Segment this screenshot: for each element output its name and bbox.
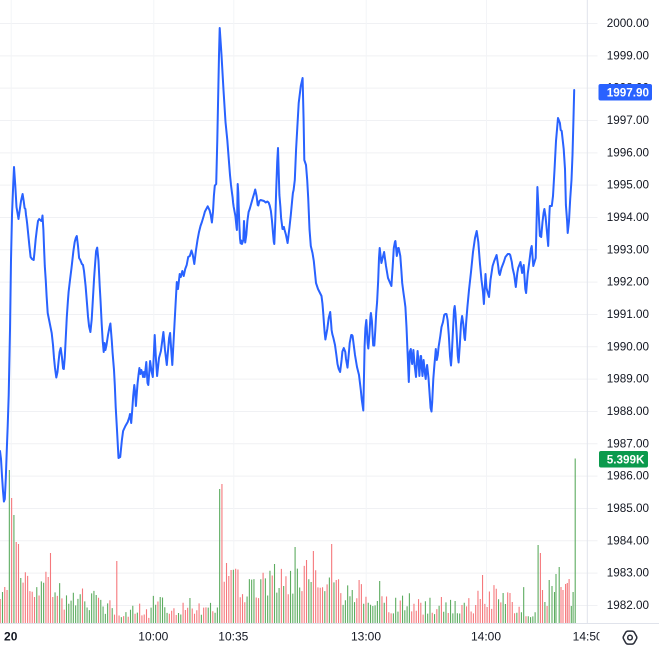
svg-text:14:00: 14:00 <box>471 630 501 644</box>
svg-text:20: 20 <box>4 630 18 644</box>
svg-text:1989.00: 1989.00 <box>607 373 650 386</box>
svg-text:10:35: 10:35 <box>218 630 248 644</box>
svg-text:1984.00: 1984.00 <box>607 534 650 547</box>
svg-text:1997.90: 1997.90 <box>607 86 650 99</box>
svg-text:1997.00: 1997.00 <box>607 114 650 127</box>
svg-text:2000.00: 2000.00 <box>607 17 650 30</box>
svg-text:1990.00: 1990.00 <box>607 340 650 353</box>
svg-text:1985.00: 1985.00 <box>607 502 650 515</box>
svg-text:1993.00: 1993.00 <box>607 243 650 256</box>
svg-text:1999.00: 1999.00 <box>607 49 650 62</box>
svg-text:1982.00: 1982.00 <box>607 599 650 612</box>
svg-text:5.399K: 5.399K <box>607 453 645 466</box>
svg-text:1995.00: 1995.00 <box>607 179 650 192</box>
svg-text:1983.00: 1983.00 <box>607 567 650 580</box>
svg-text:1994.00: 1994.00 <box>607 211 650 224</box>
svg-text:1992.00: 1992.00 <box>607 276 650 289</box>
svg-text:13:00: 13:00 <box>351 630 381 644</box>
svg-text:1986.00: 1986.00 <box>607 470 650 483</box>
svg-text:14:50: 14:50 <box>573 630 603 644</box>
svg-text:1996.00: 1996.00 <box>607 146 650 159</box>
svg-text:1988.00: 1988.00 <box>607 405 650 418</box>
svg-text:10:00: 10:00 <box>138 630 168 644</box>
svg-text:1987.00: 1987.00 <box>607 437 650 450</box>
svg-text:1991.00: 1991.00 <box>607 308 650 321</box>
